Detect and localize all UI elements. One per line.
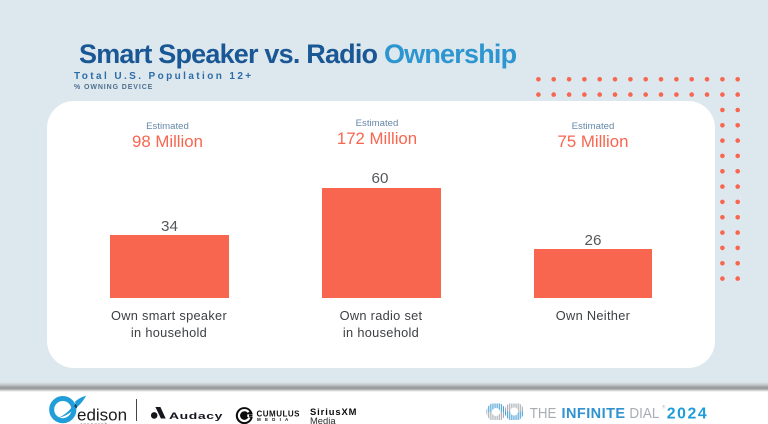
svg-text:research: research — [81, 422, 109, 424]
svg-text:CUMULUS: CUMULUS — [257, 410, 301, 419]
svg-text:MEDIA: MEDIA — [257, 417, 293, 422]
svg-text:THE: THE — [530, 404, 557, 421]
svg-text:2024: 2024 — [667, 406, 709, 423]
svg-text:Audacy: Audacy — [169, 411, 223, 421]
svg-text:®: ® — [662, 404, 666, 410]
svg-text:edison: edison — [77, 405, 127, 424]
svg-text:INFINITE: INFINITE — [562, 406, 626, 422]
svg-text:DIAL: DIAL — [629, 405, 659, 422]
